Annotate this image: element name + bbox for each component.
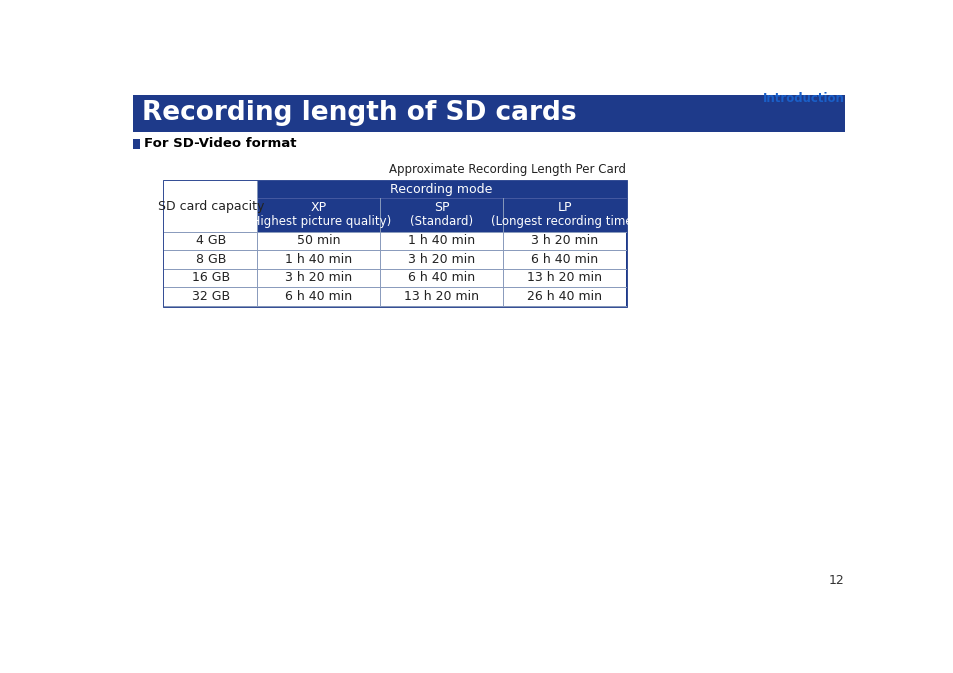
Text: (Standard): (Standard) (410, 215, 473, 228)
Bar (164, 181, 257, 232)
Text: (Highest picture quality): (Highest picture quality) (246, 215, 391, 228)
Text: 16 GB: 16 GB (192, 271, 230, 285)
Bar (164, 269, 625, 287)
Bar (164, 181, 625, 306)
Text: SD card capacity: SD card capacity (157, 200, 264, 213)
Text: 6 h 40 min: 6 h 40 min (408, 271, 475, 285)
Text: 3 h 20 min: 3 h 20 min (285, 271, 352, 285)
Text: 12: 12 (828, 575, 843, 588)
Bar (502, 198, 625, 232)
Text: 8 GB: 8 GB (195, 253, 226, 266)
Text: (Longest recording time): (Longest recording time) (491, 215, 637, 228)
Bar (164, 232, 625, 250)
Text: 26 h 40 min: 26 h 40 min (527, 290, 601, 303)
Text: 6 h 40 min: 6 h 40 min (531, 253, 598, 266)
Text: 3 h 20 min: 3 h 20 min (408, 253, 475, 266)
Bar (164, 250, 625, 269)
Bar (133, 139, 140, 149)
Text: 50 min: 50 min (296, 234, 340, 248)
Text: 32 GB: 32 GB (192, 290, 230, 303)
Bar (164, 287, 625, 306)
Text: Approximate Recording Length Per Card: Approximate Recording Length Per Card (389, 164, 625, 176)
Text: 3 h 20 min: 3 h 20 min (531, 234, 598, 248)
Bar (133, 95, 843, 132)
Text: LP: LP (557, 201, 571, 214)
Bar (379, 198, 502, 232)
Text: 4 GB: 4 GB (195, 234, 226, 248)
Text: Recording length of SD cards: Recording length of SD cards (142, 100, 577, 126)
Text: XP: XP (311, 201, 327, 214)
Bar (257, 181, 625, 198)
Text: SP: SP (434, 201, 449, 214)
Text: 13 h 20 min: 13 h 20 min (404, 290, 478, 303)
Text: Introduction: Introduction (762, 92, 843, 104)
Text: 13 h 20 min: 13 h 20 min (527, 271, 601, 285)
Text: Recording mode: Recording mode (390, 183, 493, 196)
Text: For SD-Video format: For SD-Video format (144, 137, 296, 150)
Text: 1 h 40 min: 1 h 40 min (408, 234, 475, 248)
Text: 1 h 40 min: 1 h 40 min (285, 253, 352, 266)
Text: 6 h 40 min: 6 h 40 min (285, 290, 352, 303)
Bar (257, 198, 379, 232)
